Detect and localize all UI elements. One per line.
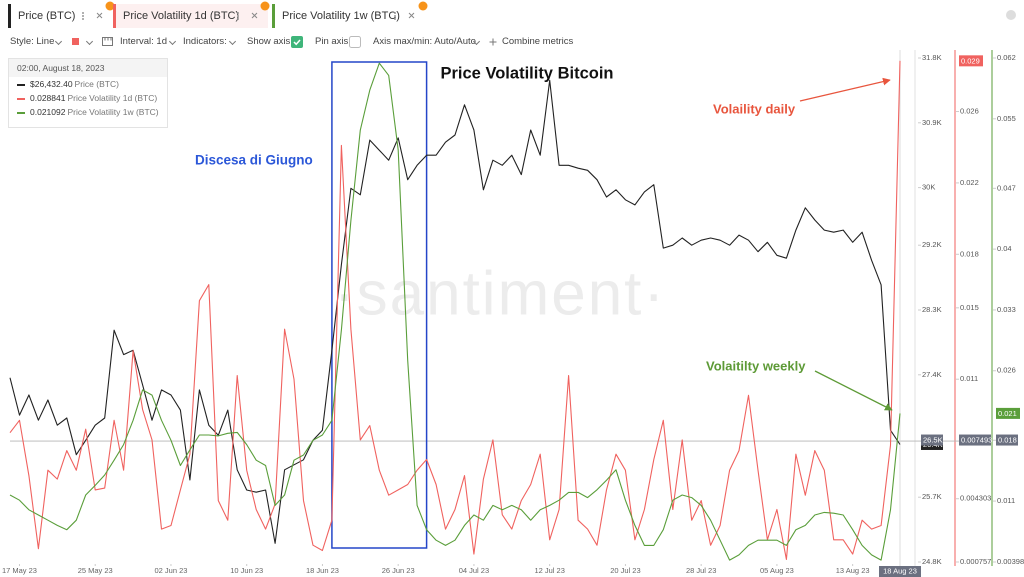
y-tick-label: 0.011 xyxy=(997,496,1015,505)
y-tick-label: 0.04 xyxy=(997,244,1012,253)
tooltip-row: 0.028841 Price Volatility 1d (BTC) xyxy=(9,91,167,105)
y-tick-label: 24.8K xyxy=(922,557,942,566)
coin-icon xyxy=(418,1,428,11)
series-line xyxy=(9,62,901,561)
y-tick-label: 28.3K xyxy=(922,305,942,314)
x-tick-label: 25 May 23 xyxy=(78,566,113,575)
tooltip-name: Price Volatility 1w (BTC) xyxy=(67,107,159,117)
y-tick-label: 30.9K xyxy=(922,118,942,127)
x-tick-label: 12 Jul 23 xyxy=(534,566,564,575)
last-value-badge-bg xyxy=(996,407,1020,419)
tab-icons xyxy=(237,12,258,20)
combine-metrics[interactable]: Combine metrics xyxy=(502,36,574,47)
crosshair-badge-bg xyxy=(921,434,943,446)
style-select[interactable]: Style: Line xyxy=(10,36,55,47)
metric-tab[interactable]: Price Volatility 1w (BTC) xyxy=(272,1,428,28)
tooltip-value: 0.028841 xyxy=(30,93,66,103)
y-tick-label: 0.011 xyxy=(960,374,978,383)
y-tick-label: 0.062 xyxy=(997,53,1016,62)
y-tick-label: 31.8K xyxy=(922,53,942,62)
x-tick-label: 04 Jul 23 xyxy=(459,566,489,575)
annotation-daily: Volaility daily xyxy=(713,101,796,116)
tab-icons xyxy=(82,12,103,20)
crosshair-badge-bg xyxy=(996,434,1018,446)
crosshair-badge: 0.007493 xyxy=(961,436,992,445)
crosshair-badge-bg xyxy=(959,434,991,446)
y-tick-label: 27.4K xyxy=(922,370,942,379)
annotation-box xyxy=(331,61,428,549)
x-tick-label: 17 May 23 xyxy=(2,566,37,575)
x-tick-label: 13 Aug 23 xyxy=(836,566,870,575)
annotation-arrow xyxy=(799,77,891,102)
last-value-badge: 0.029 xyxy=(961,56,980,65)
tab-label: Price (BTC) xyxy=(18,10,76,22)
y-tick-label: 25.7K xyxy=(922,492,942,501)
tooltip-name: Price Volatility 1d (BTC) xyxy=(67,93,158,103)
tooltip-row: $26,432.40 Price (BTC) xyxy=(9,77,167,91)
y-tick-label: 0.026 xyxy=(997,366,1016,375)
y-tick-label: 0.055 xyxy=(997,114,1016,123)
series-line xyxy=(9,60,901,560)
y-tick-label: 30K xyxy=(922,183,935,192)
y-tick-label: 0.004303 xyxy=(960,494,991,503)
y-tick-label: 0.003987 xyxy=(997,557,1024,566)
series-line xyxy=(9,79,901,544)
crosshair-badge: 0.018 xyxy=(998,436,1017,445)
last-value-badge-bg xyxy=(959,55,983,67)
tab-label: Price Volatility 1d (BTC) xyxy=(123,10,240,22)
y-tick-label: 0.018 xyxy=(960,249,979,258)
crosshair-x-badge: 18 Aug 23 xyxy=(883,566,917,575)
y-tick-label: 29.2K xyxy=(922,240,942,249)
tab-icons xyxy=(394,12,415,20)
tooltip: 02:00, August 18, 2023 $26,432.40 Price (… xyxy=(8,58,168,128)
metric-tab[interactable]: Price Volatility 1d (BTC) xyxy=(113,1,270,28)
interval-select[interactable]: Interval: 1d xyxy=(120,36,167,47)
x-tick-label: 02 Jun 23 xyxy=(154,566,187,575)
y-tick-label: 0.047 xyxy=(997,183,1016,192)
pin-axis-checkbox[interactable] xyxy=(349,36,361,48)
annotation-weekly: Volaitilty weekly xyxy=(706,358,806,373)
pin-axis-label: Pin axis xyxy=(315,36,349,47)
plus-icon xyxy=(489,38,497,46)
x-tick-label: 18 Jun 23 xyxy=(306,566,339,575)
crosshair-x-badge-bg xyxy=(879,566,921,577)
show-axis-checkbox[interactable] xyxy=(291,36,303,48)
indicators-select[interactable]: Indicators: xyxy=(183,36,227,47)
x-tick-label: 26 Jun 23 xyxy=(382,566,415,575)
annotation-arrow xyxy=(814,370,893,411)
tooltip-value: $26,432.40 xyxy=(30,79,73,89)
y-tick-label: 0.033 xyxy=(997,305,1016,314)
annotation-label: Discesa di Giugno xyxy=(195,153,313,168)
tooltip-title: 02:00, August 18, 2023 xyxy=(9,59,167,77)
axis-minmax-select[interactable]: Axis max/min: Auto/Auto xyxy=(373,36,476,47)
settings-icon[interactable] xyxy=(1004,8,1018,22)
tooltip-row: 0.021092 Price Volatility 1w (BTC) xyxy=(9,105,167,119)
interval-icon xyxy=(102,37,113,46)
y-tick-label: 0.022 xyxy=(960,178,979,187)
y-tick-label: 0.015 xyxy=(960,303,979,312)
metric-tab[interactable]: Price (BTC) xyxy=(8,1,115,28)
watermark: ·santiment· xyxy=(334,259,666,328)
x-tick-label: 10 Jun 23 xyxy=(230,566,263,575)
show-axis-label: Show axis xyxy=(247,36,291,47)
x-tick-label: 20 Jul 23 xyxy=(610,566,640,575)
chart-title: Price Volatility Bitcoin xyxy=(441,64,614,82)
tab-label: Price Volatility 1w (BTC) xyxy=(282,10,400,22)
coin-icon xyxy=(105,1,115,11)
tooltip-value: 0.021092 xyxy=(30,107,66,117)
color-swatch[interactable] xyxy=(72,38,79,45)
crosshair-badge: 26.5K xyxy=(923,436,943,445)
y-tick-label: 0.000757 xyxy=(960,557,991,566)
last-value-badge: 0.021 xyxy=(998,409,1017,418)
y-tick-label: 0.026 xyxy=(960,107,979,116)
coin-icon xyxy=(260,1,270,11)
tooltip-name: Price (BTC) xyxy=(74,79,119,89)
x-tick-label: 28 Jul 23 xyxy=(686,566,716,575)
x-tick-label: 05 Aug 23 xyxy=(760,566,794,575)
